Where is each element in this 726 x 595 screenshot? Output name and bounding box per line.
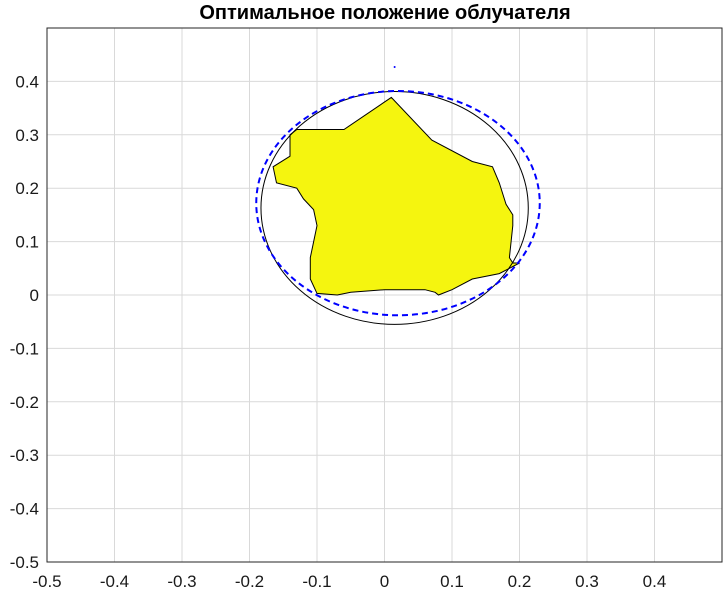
x-tick-label: 0.1 — [440, 572, 464, 591]
plot-frame — [46, 27, 723, 563]
solid-ellipse — [260, 91, 529, 325]
y-tick-label: -0.3 — [10, 446, 39, 465]
data-layer — [255, 65, 541, 325]
x-tick-labels: -0.5 -0.4 -0.3 -0.2 -0.1 0 0.1 0.2 0.3 0.4 — [32, 572, 666, 591]
y-tick-label: 0 — [30, 286, 39, 305]
y-tick-labels: -0.5 -0.4 -0.3 -0.2 -0.1 0 0.1 0.2 0.3 0.4 — [10, 72, 39, 572]
x-tick-label: -0.5 — [32, 572, 61, 591]
x-tick-label: -0.4 — [100, 572, 129, 591]
y-tick-label: -0.4 — [10, 500, 39, 519]
y-tick-label: -0.5 — [10, 553, 39, 572]
x-tick-label: 0 — [380, 572, 389, 591]
y-tick-label: -0.1 — [10, 339, 39, 358]
x-tick-label: -0.3 — [167, 572, 196, 591]
x-tick-label: -0.2 — [235, 572, 264, 591]
x-tick-label: -0.1 — [302, 572, 331, 591]
y-tick-label: -0.2 — [10, 393, 39, 412]
y-tick-label: 0.1 — [15, 233, 39, 252]
y-tick-label: 0.4 — [15, 72, 39, 91]
y-tick-label: 0.3 — [15, 126, 39, 145]
chart-title: Оптимальное положение облучателя — [199, 2, 570, 24]
x-tick-label: 0.4 — [643, 572, 667, 591]
x-tick-label: 0.3 — [575, 572, 599, 591]
dashed-ellipse — [255, 90, 541, 317]
x-tick-label: 0.2 — [508, 572, 532, 591]
y-tick-label: 0.2 — [15, 179, 39, 198]
marker-point — [393, 65, 396, 68]
filled-region — [272, 96, 520, 296]
